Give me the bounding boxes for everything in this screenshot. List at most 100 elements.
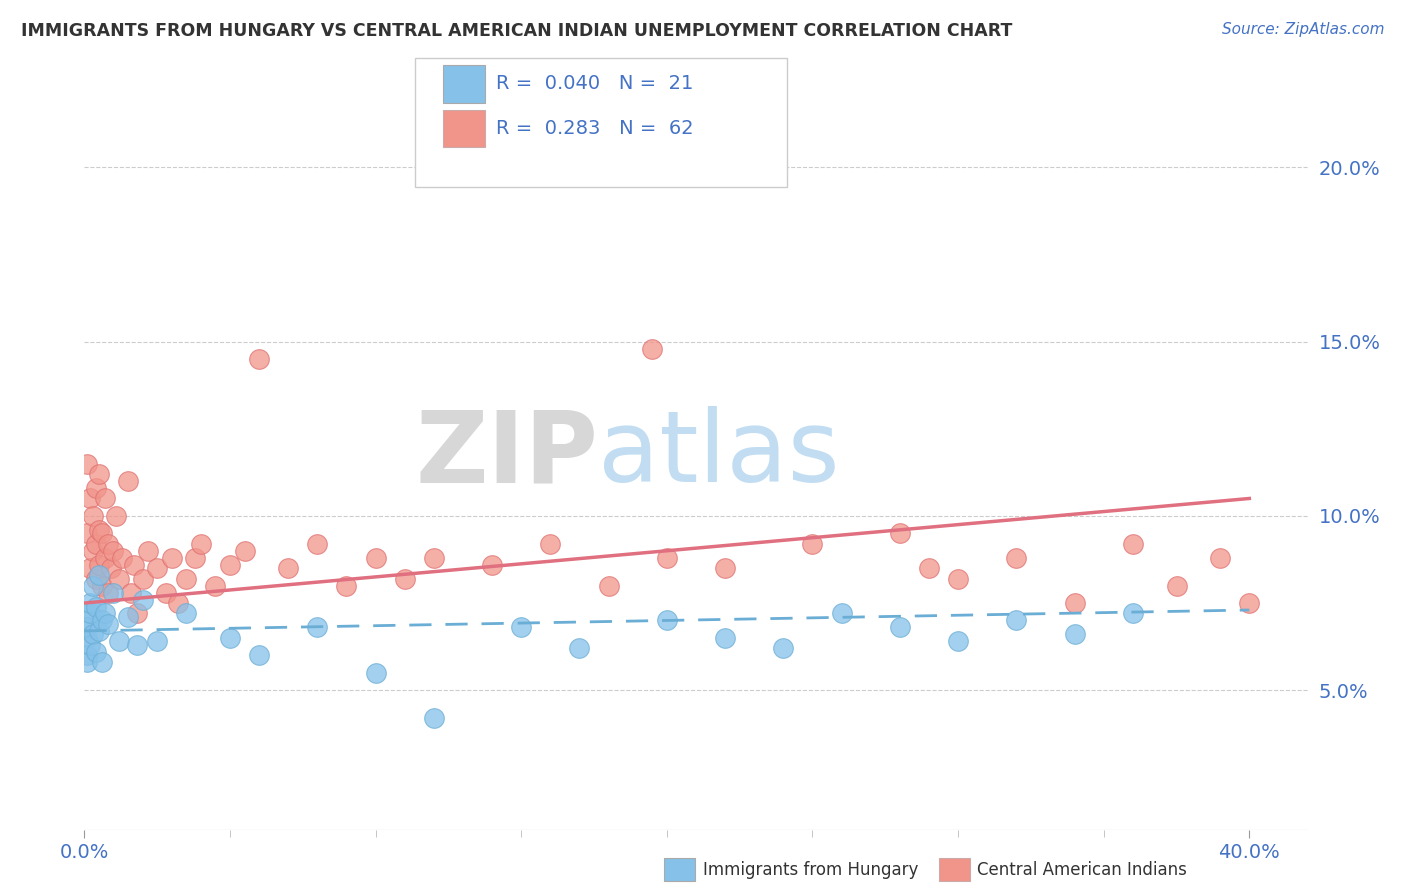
- Point: [714, 631, 737, 645]
- Point: [90, 526, 112, 541]
- Point: [87, 568, 110, 582]
- Point: [111, 550, 134, 565]
- Point: [76, 631, 98, 645]
- Point: [108, 572, 131, 586]
- Point: [122, 558, 145, 572]
- Point: [105, 508, 128, 523]
- Point: [831, 607, 853, 621]
- Point: [247, 648, 270, 663]
- Point: [364, 665, 387, 680]
- Point: [131, 572, 153, 586]
- Point: [90, 655, 112, 669]
- Point: [247, 352, 270, 367]
- Point: [1122, 537, 1144, 551]
- Point: [277, 561, 299, 575]
- Point: [76, 526, 98, 541]
- Point: [125, 638, 148, 652]
- Point: [138, 543, 160, 558]
- Point: [79, 596, 101, 610]
- Point: [714, 561, 737, 575]
- Point: [219, 558, 242, 572]
- Point: [97, 585, 120, 599]
- Point: [219, 631, 242, 645]
- Point: [87, 624, 110, 638]
- Point: [87, 558, 110, 572]
- Point: [82, 543, 104, 558]
- Point: [100, 561, 122, 575]
- Point: [918, 561, 941, 575]
- Point: [1005, 550, 1028, 565]
- Point: [87, 467, 110, 481]
- Point: [889, 526, 911, 541]
- Point: [946, 572, 969, 586]
- Point: [568, 641, 591, 656]
- Point: [1063, 627, 1085, 641]
- Point: [538, 537, 561, 551]
- Point: [481, 558, 503, 572]
- Point: [103, 585, 125, 599]
- Point: [90, 579, 112, 593]
- Point: [394, 572, 416, 586]
- Point: [76, 655, 98, 669]
- Point: [79, 491, 101, 506]
- Point: [84, 645, 107, 659]
- Point: [233, 543, 256, 558]
- Point: [103, 543, 125, 558]
- Point: [772, 641, 794, 656]
- Point: [335, 579, 357, 593]
- Point: [423, 711, 446, 725]
- Point: [117, 474, 139, 488]
- Point: [204, 579, 226, 593]
- Point: [160, 550, 183, 565]
- Point: [97, 616, 120, 631]
- Point: [1122, 607, 1144, 621]
- Point: [655, 550, 678, 565]
- Point: [1005, 614, 1028, 628]
- Point: [93, 491, 115, 506]
- Point: [131, 592, 153, 607]
- Text: Source: ZipAtlas.com: Source: ZipAtlas.com: [1222, 22, 1385, 37]
- Point: [93, 607, 115, 621]
- Point: [423, 550, 446, 565]
- Text: R =  0.283   N =  62: R = 0.283 N = 62: [496, 119, 695, 138]
- Point: [174, 607, 197, 621]
- Point: [166, 596, 188, 610]
- Point: [174, 572, 197, 586]
- Text: ZIP: ZIP: [415, 407, 598, 503]
- Point: [82, 508, 104, 523]
- Point: [155, 585, 177, 599]
- Point: [76, 620, 98, 634]
- Point: [598, 579, 620, 593]
- Point: [76, 457, 98, 471]
- Point: [146, 634, 169, 648]
- Point: [1209, 550, 1232, 565]
- Point: [120, 585, 142, 599]
- Point: [117, 610, 139, 624]
- Point: [641, 342, 664, 356]
- Text: IMMIGRANTS FROM HUNGARY VS CENTRAL AMERICAN INDIAN UNEMPLOYMENT CORRELATION CHAR: IMMIGRANTS FROM HUNGARY VS CENTRAL AMERI…: [21, 22, 1012, 40]
- Point: [364, 550, 387, 565]
- Point: [1239, 596, 1261, 610]
- Point: [84, 572, 107, 586]
- Point: [108, 634, 131, 648]
- Point: [82, 627, 104, 641]
- Text: Immigrants from Hungary: Immigrants from Hungary: [703, 861, 918, 879]
- Text: R =  0.040   N =  21: R = 0.040 N = 21: [496, 74, 693, 94]
- Point: [125, 607, 148, 621]
- Point: [79, 638, 101, 652]
- Text: Central American Indians: Central American Indians: [977, 861, 1187, 879]
- Point: [510, 620, 533, 634]
- Point: [93, 550, 115, 565]
- Point: [1166, 579, 1188, 593]
- Point: [184, 550, 207, 565]
- Point: [655, 614, 678, 628]
- Point: [190, 537, 212, 551]
- Point: [84, 537, 107, 551]
- Point: [90, 614, 112, 628]
- Point: [79, 561, 101, 575]
- Point: [76, 648, 98, 663]
- Point: [1063, 596, 1085, 610]
- Point: [82, 579, 104, 593]
- Point: [889, 620, 911, 634]
- Point: [87, 523, 110, 537]
